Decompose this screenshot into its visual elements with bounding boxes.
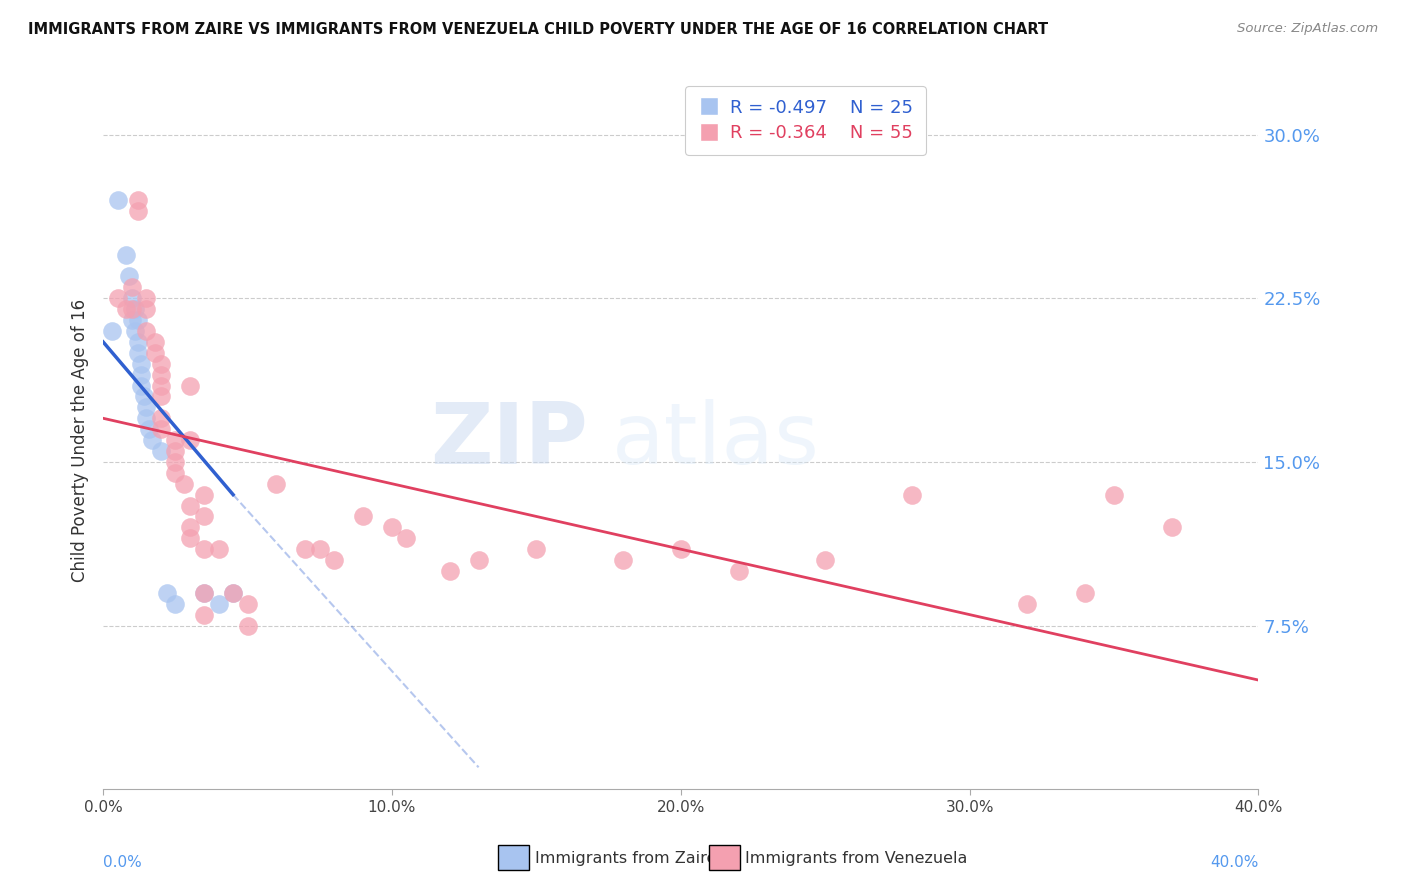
Point: [236, 618, 259, 632]
Point: [179, 378, 201, 392]
Point: [208, 542, 231, 557]
Point: [179, 520, 201, 534]
Text: ZIP: ZIP: [430, 399, 588, 482]
Point: [208, 597, 231, 611]
Point: [193, 586, 215, 600]
Point: [236, 597, 259, 611]
Point: [127, 204, 149, 219]
Point: [439, 564, 461, 578]
Text: Immigrants from Zaire: Immigrants from Zaire: [534, 851, 716, 866]
Point: [127, 193, 149, 207]
Point: [107, 291, 129, 305]
Point: [173, 476, 195, 491]
Point: [129, 378, 152, 392]
Point: [149, 357, 172, 371]
Point: [1160, 520, 1182, 534]
Point: [107, 193, 129, 207]
Point: [149, 444, 172, 458]
Point: [127, 313, 149, 327]
Point: [323, 553, 346, 567]
Point: [149, 422, 172, 436]
Point: [149, 389, 172, 403]
Point: [165, 455, 187, 469]
Text: Source: ZipAtlas.com: Source: ZipAtlas.com: [1237, 22, 1378, 36]
Point: [179, 433, 201, 447]
Point: [132, 389, 155, 403]
Point: [135, 401, 157, 415]
Point: [524, 542, 547, 557]
Point: [129, 368, 152, 382]
Point: [115, 248, 138, 262]
Point: [149, 411, 172, 425]
Legend: R = -0.497    N = 25, R = -0.364    N = 55: R = -0.497 N = 25, R = -0.364 N = 55: [685, 87, 927, 154]
Point: [352, 509, 374, 524]
Text: 40.0%: 40.0%: [1211, 855, 1258, 870]
Point: [135, 411, 157, 425]
Point: [381, 520, 404, 534]
Point: [165, 597, 187, 611]
Point: [222, 586, 245, 600]
Point: [121, 313, 143, 327]
Point: [308, 542, 330, 557]
Point: [1102, 488, 1125, 502]
Point: [121, 302, 143, 317]
Point: [193, 542, 215, 557]
Point: [179, 499, 201, 513]
Point: [156, 586, 179, 600]
Point: [814, 553, 837, 567]
Text: atlas: atlas: [612, 399, 820, 482]
Point: [467, 553, 489, 567]
Point: [179, 531, 201, 545]
Point: [124, 302, 146, 317]
Point: [193, 607, 215, 622]
Y-axis label: Child Poverty Under the Age of 16: Child Poverty Under the Age of 16: [72, 299, 89, 582]
Point: [135, 291, 157, 305]
Point: [1017, 597, 1039, 611]
Text: 0.0%: 0.0%: [103, 855, 142, 870]
Point: [165, 433, 187, 447]
Point: [727, 564, 749, 578]
Point: [149, 368, 172, 382]
Point: [193, 488, 215, 502]
Point: [135, 324, 157, 338]
Point: [294, 542, 316, 557]
Text: IMMIGRANTS FROM ZAIRE VS IMMIGRANTS FROM VENEZUELA CHILD POVERTY UNDER THE AGE O: IMMIGRANTS FROM ZAIRE VS IMMIGRANTS FROM…: [28, 22, 1049, 37]
Point: [266, 476, 288, 491]
Point: [115, 302, 138, 317]
Point: [138, 422, 160, 436]
Point: [193, 586, 215, 600]
Point: [118, 269, 141, 284]
Point: [141, 433, 163, 447]
Point: [127, 346, 149, 360]
Point: [222, 586, 245, 600]
Point: [165, 444, 187, 458]
Point: [135, 302, 157, 317]
Point: [101, 324, 124, 338]
Point: [149, 378, 172, 392]
Point: [193, 509, 215, 524]
Point: [165, 466, 187, 480]
Point: [121, 291, 143, 305]
Text: Immigrants from Venezuela: Immigrants from Venezuela: [745, 851, 967, 866]
Point: [669, 542, 692, 557]
Point: [124, 324, 146, 338]
Point: [143, 346, 166, 360]
Point: [612, 553, 634, 567]
Point: [143, 334, 166, 349]
Point: [395, 531, 418, 545]
Point: [901, 488, 924, 502]
Point: [129, 357, 152, 371]
Point: [1074, 586, 1097, 600]
Point: [127, 334, 149, 349]
Point: [121, 280, 143, 294]
